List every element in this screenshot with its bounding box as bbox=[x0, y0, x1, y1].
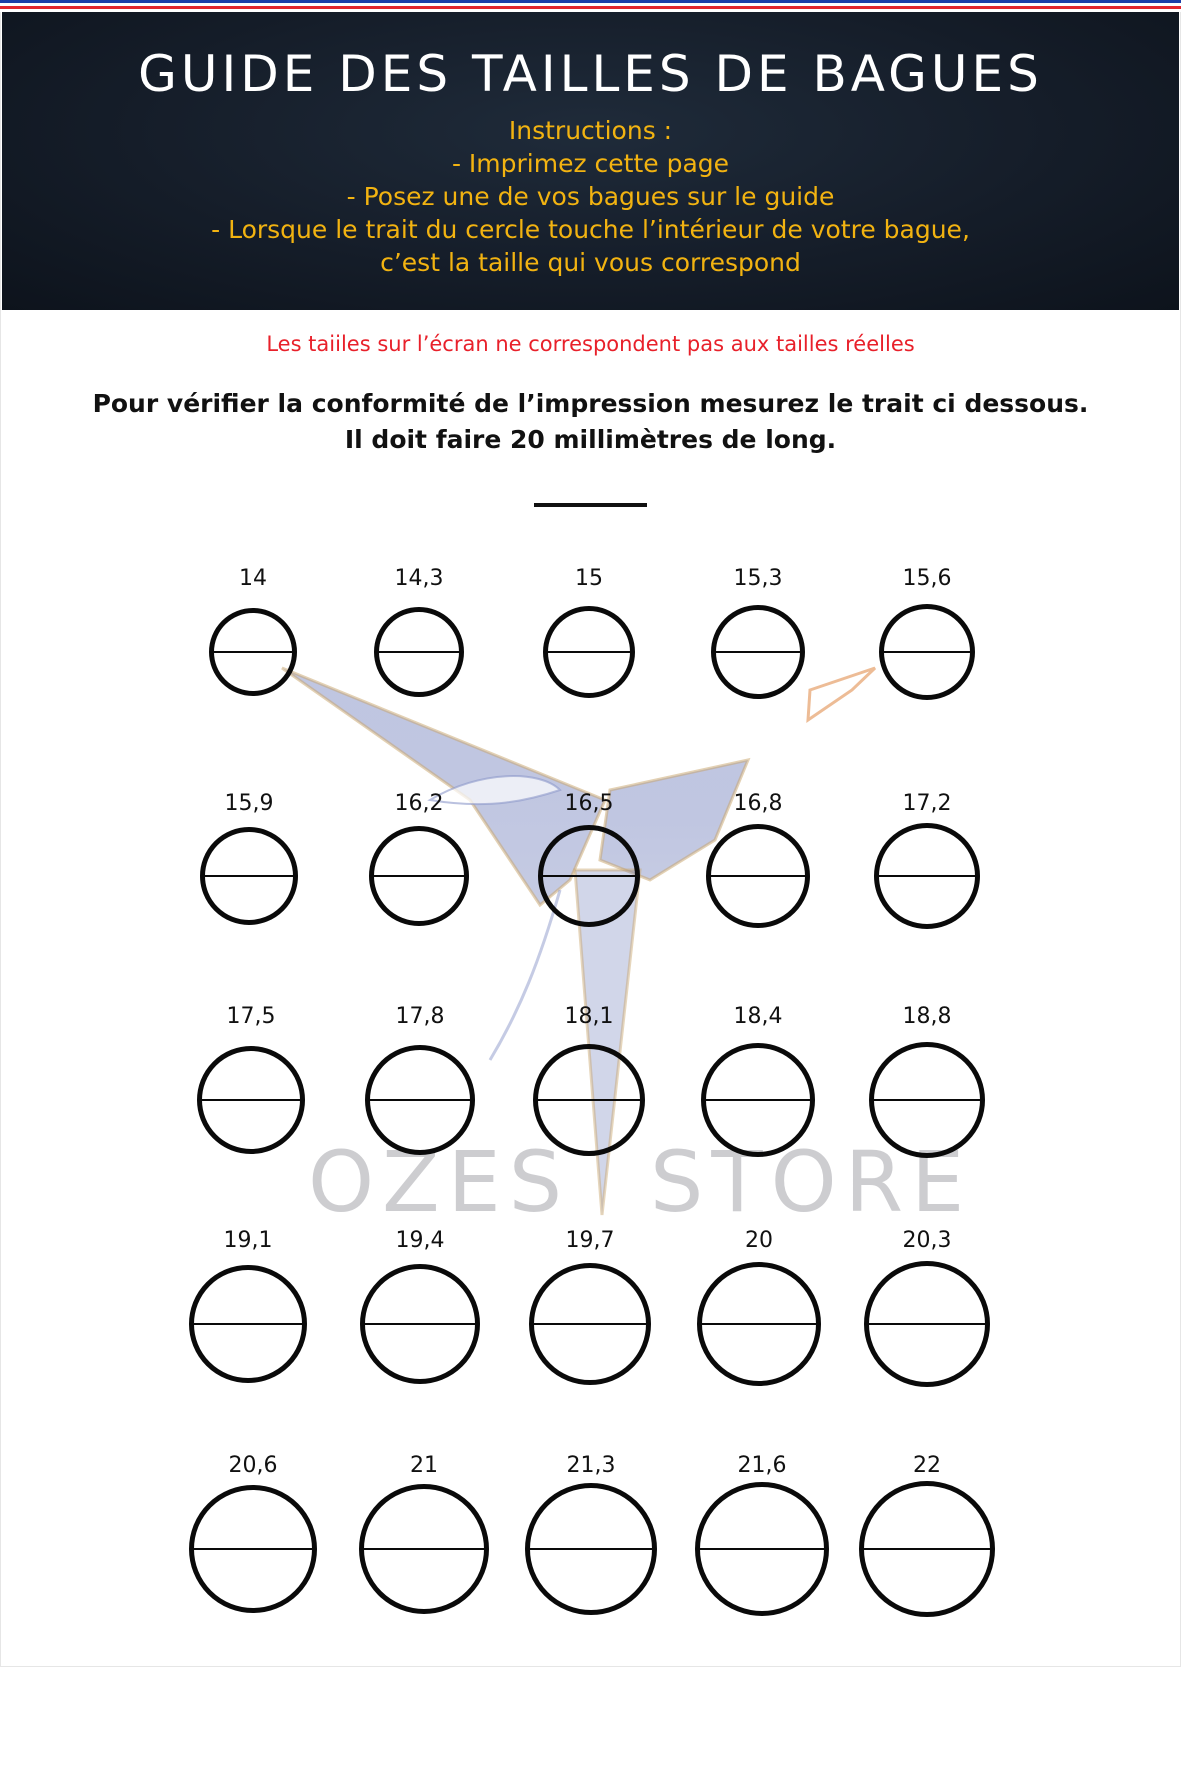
ring-size-label: 16,5 bbox=[564, 791, 614, 816]
ring-circle bbox=[374, 607, 464, 697]
ring-size-label: 14 bbox=[239, 566, 267, 591]
ring-circle bbox=[543, 606, 635, 698]
page-title: GUIDE DES TAILLES DE BAGUES bbox=[138, 45, 1043, 103]
ring-size-label: 15 bbox=[575, 566, 603, 591]
ring-size-label: 18,4 bbox=[733, 1004, 783, 1029]
instruction-step: - Lorsque le trait du cercle touche l’in… bbox=[211, 215, 970, 244]
ring-circle bbox=[706, 824, 810, 928]
instruction-step: - Imprimez cette page bbox=[451, 149, 730, 178]
print-check-line-1: Pour vérifier la conformité de l’impress… bbox=[92, 389, 1089, 418]
screen-size-warning: Les taiiles sur l’écran ne correspondent… bbox=[266, 332, 915, 356]
ring-size-label: 15,9 bbox=[224, 791, 274, 816]
instructions-heading: Instructions : bbox=[508, 116, 673, 145]
ring-size-label: 19,4 bbox=[395, 1228, 445, 1253]
ring-circle bbox=[859, 1481, 995, 1617]
instruction-step: c’est la taille qui vous correspond bbox=[380, 248, 801, 277]
ring-size-label: 21,3 bbox=[566, 1453, 616, 1478]
print-check-text: Pour vérifier la conformité de l’impress… bbox=[0, 386, 1181, 458]
ring-circle bbox=[189, 1265, 307, 1383]
ring-circle bbox=[200, 827, 298, 925]
ring-circle bbox=[879, 604, 975, 700]
ring-circle bbox=[359, 1484, 489, 1614]
ring-circle bbox=[197, 1046, 305, 1154]
ring-size-label: 18,1 bbox=[564, 1004, 614, 1029]
ring-size-label: 17,5 bbox=[226, 1004, 276, 1029]
ring-circle bbox=[525, 1483, 657, 1615]
ring-circle bbox=[695, 1482, 829, 1616]
ring-size-label: 20,3 bbox=[902, 1228, 952, 1253]
ring-size-label: 18,8 bbox=[902, 1004, 952, 1029]
ring-size-label: 14,3 bbox=[394, 566, 444, 591]
ring-circle bbox=[869, 1042, 985, 1158]
ring-circle bbox=[209, 608, 297, 696]
ring-size-label: 17,2 bbox=[902, 791, 952, 816]
ring-size-label: 16,2 bbox=[394, 791, 444, 816]
ring-circle bbox=[533, 1044, 645, 1156]
ring-circle bbox=[864, 1261, 990, 1387]
ring-circle bbox=[365, 1045, 475, 1155]
instructions: Instructions : - Imprimez cette page - P… bbox=[2, 114, 1179, 279]
ring-size-label: 15,3 bbox=[733, 566, 783, 591]
ring-size-label: 17,8 bbox=[395, 1004, 445, 1029]
header-banner: GUIDE DES TAILLES DE BAGUES Instructions… bbox=[2, 12, 1179, 310]
ring-circle bbox=[538, 825, 640, 927]
ring-size-label: 22 bbox=[913, 1453, 941, 1478]
ring-size-label: 21 bbox=[410, 1453, 438, 1478]
print-check-line-2: Il doit faire 20 millimètres de long. bbox=[344, 425, 837, 454]
ring-size-label: 19,7 bbox=[565, 1228, 615, 1253]
ring-size-label: 19,1 bbox=[223, 1228, 273, 1253]
ring-size-label: 21,6 bbox=[737, 1453, 787, 1478]
ring-circle bbox=[874, 823, 980, 929]
ring-size-label: 20,6 bbox=[228, 1453, 278, 1478]
ring-circle bbox=[189, 1485, 317, 1613]
ring-size-label: 16,8 bbox=[733, 791, 783, 816]
measurement-line bbox=[534, 503, 647, 507]
ring-circle bbox=[529, 1263, 651, 1385]
ring-size-label: 20 bbox=[745, 1228, 773, 1253]
ring-circle bbox=[711, 605, 805, 699]
ring-size-label: 15,6 bbox=[902, 566, 952, 591]
instruction-step: - Posez une de vos bagues sur le guide bbox=[346, 182, 835, 211]
ring-circle bbox=[697, 1262, 821, 1386]
ring-circle bbox=[360, 1264, 480, 1384]
tricolor-stripes bbox=[0, 0, 1181, 12]
ring-circle bbox=[369, 826, 469, 926]
ring-circle bbox=[701, 1043, 815, 1157]
